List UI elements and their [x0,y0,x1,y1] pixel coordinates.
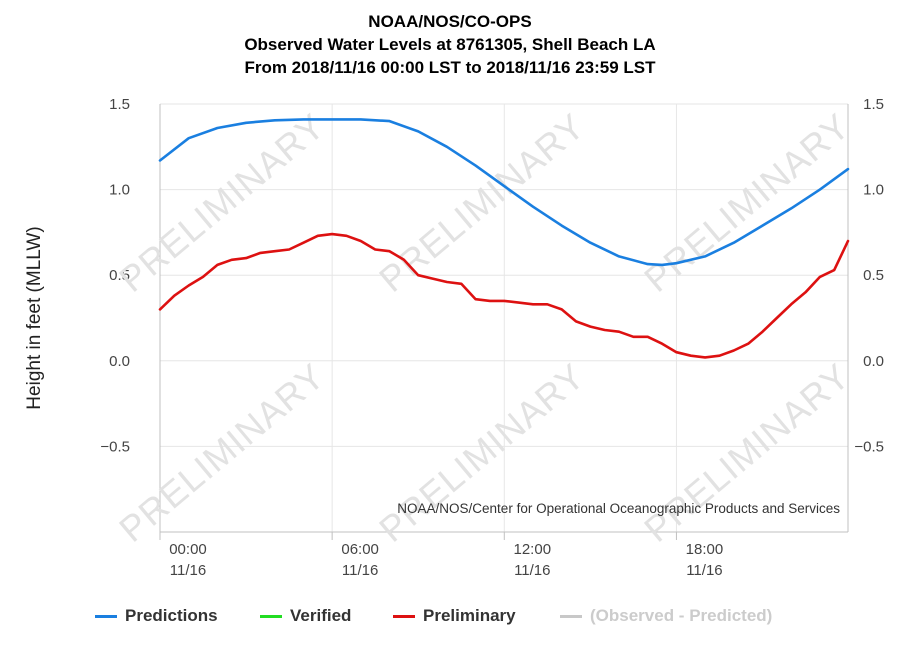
legend-label-verified: Verified [290,606,352,625]
x-tick-label-date: 11/16 [686,562,722,579]
x-tick-label-date: 11/16 [170,562,206,579]
y-tick-label-left: 1.5 [109,96,130,113]
y-tick-label-right: 1.0 [863,182,884,199]
chart-legend: Predictions Verified Preliminary (Observ… [0,604,900,632]
x-tick-label-date: 11/16 [514,562,550,579]
legend-item-verified[interactable]: Verified [260,604,351,628]
y-tick-label-right: 1.5 [863,96,884,113]
chart-title-station: Observed Water Levels at 8761305, Shell … [244,35,656,54]
y-tick-label-right: −0.5 [854,438,884,455]
y-tick-label-left: 0.0 [109,353,130,370]
legend-item-difference[interactable]: (Observed - Predicted) [560,604,772,628]
legend-swatch-verified [260,614,282,618]
x-tick-label-time: 18:00 [686,541,724,558]
legend-label-difference: (Observed - Predicted) [590,606,773,625]
y-tick-label-left: 1.0 [109,182,130,199]
legend-swatch-difference [560,614,582,618]
legend-label-predictions: Predictions [125,606,218,625]
chart-plot-svg: 1.5 1.5 1.0 1.0 0.5 0.5 0.0 0.0 −0.5 −0.5 00:00 11/… [24,96,884,579]
legend-swatch-preliminary [393,614,415,618]
series-line-preliminary [158,232,850,359]
legend-item-predictions[interactable]: Predictions [95,604,218,628]
y-tick-label-left: −0.5 [100,438,130,455]
legend-item-preliminary[interactable]: Preliminary [393,604,516,628]
series-line-predictions [158,118,850,267]
chart-title-agency: NOAA/NOS/CO-OPS [368,12,532,31]
y-tick-label-left: 0.5 [109,267,130,284]
x-tick-label-time: 06:00 [341,541,379,558]
chart-title-range: From 2018/11/16 00:00 LST to 2018/11/16 … [244,58,656,77]
legend-swatch-predictions [95,614,117,618]
x-tick-label-date: 11/16 [342,562,378,579]
x-tick-label-time: 00:00 [169,541,207,558]
y-axis-title: Height in feet (MLLW) [24,226,45,409]
y-tick-label-right: 0.0 [863,353,884,370]
x-tick-label-time: 12:00 [514,541,552,558]
y-tick-label-right: 0.5 [863,267,884,284]
chart-credit: NOAA/NOS/Center for Operational Oceanogr… [397,501,840,516]
legend-label-preliminary: Preliminary [423,606,516,625]
